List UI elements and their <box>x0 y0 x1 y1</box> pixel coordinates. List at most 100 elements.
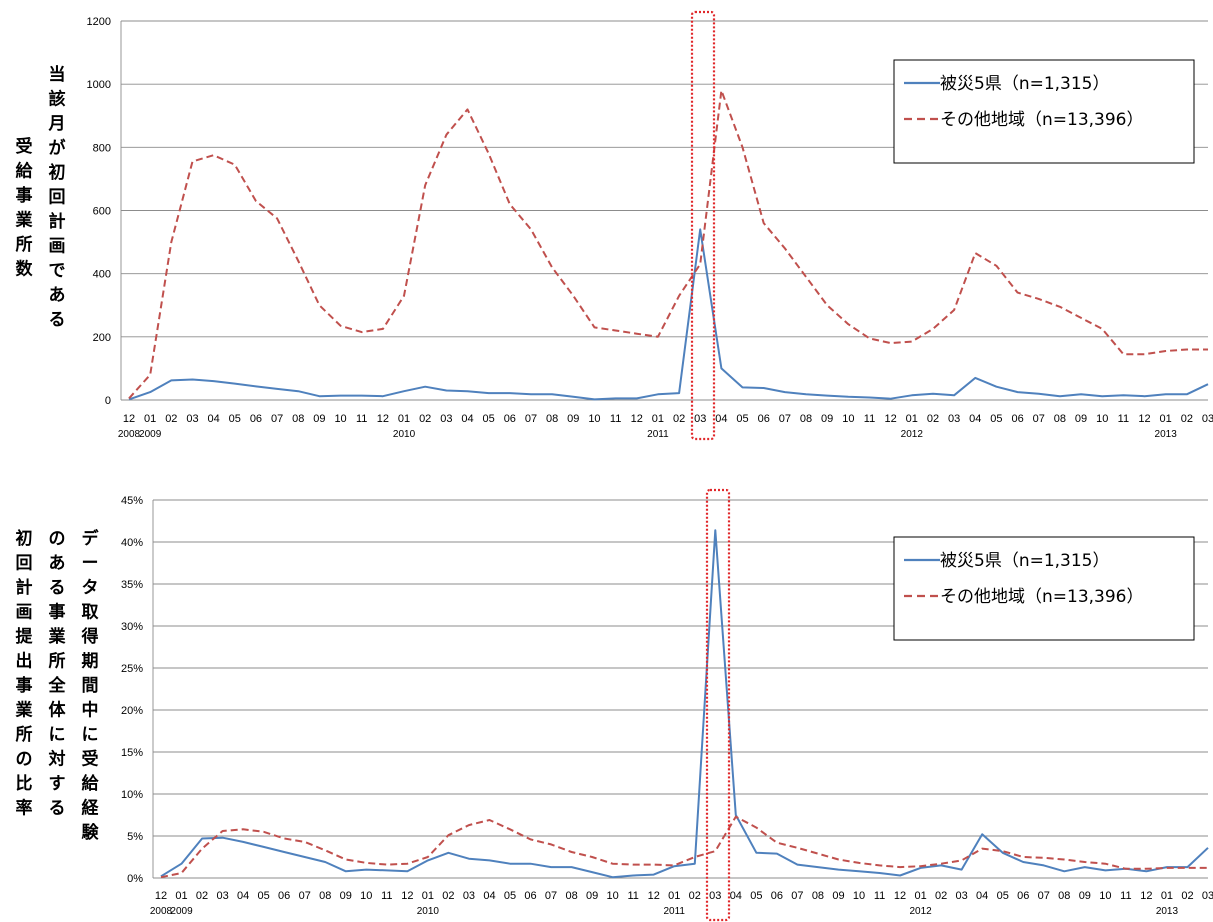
legend: 被災5県（n=1,315） その他地域（n=13,396） <box>893 536 1195 641</box>
year-label: 2011 <box>663 906 685 917</box>
y-tick-label: 15% <box>121 747 143 759</box>
series-line-other-regions <box>128 89 1208 400</box>
x-tick-label: 11 <box>864 413 875 425</box>
x-tick-label: 03 <box>463 890 475 902</box>
x-tick-label: 01 <box>175 890 187 902</box>
year-label: 2010 <box>393 429 416 440</box>
x-tick-label: 01 <box>1161 890 1173 902</box>
x-tick-label: 12 <box>885 413 897 425</box>
y-tick-label: 40% <box>121 537 143 549</box>
y-tick-label: 30% <box>121 621 143 633</box>
x-tick-label: 04 <box>976 890 988 902</box>
x-tick-label: 07 <box>791 890 803 902</box>
x-tick-label: 04 <box>461 413 473 425</box>
x-tick-label: 07 <box>525 413 537 425</box>
x-tick-label: 06 <box>1017 890 1029 902</box>
y-axis-ticks: 0% 5% 10% 15% 20% 25% 30% 35% 40% 45% <box>121 495 143 885</box>
x-tick-label: 12 <box>1140 890 1152 902</box>
x-tick-label: 12 <box>155 890 167 902</box>
year-label: 2008 <box>118 429 141 440</box>
y-axis-label-line: 初回計画提出事業所の比率 <box>16 528 34 819</box>
x-tick-label: 09 <box>586 890 598 902</box>
x-tick-label: 06 <box>524 890 536 902</box>
y-tick-label: 25% <box>121 663 143 675</box>
y-axis-label-line: データ取得期間中に受給経験 <box>81 528 100 843</box>
legend-label: 被災5県（n=1,315） <box>940 74 1110 94</box>
y-axis-label-line: 当該月が初回計画である <box>48 64 66 330</box>
x-tick-label: 04 <box>237 890 249 902</box>
x-tick-label: 05 <box>504 890 516 902</box>
x-tick-label: 12 <box>401 890 413 902</box>
x-tick-label: 08 <box>546 413 558 425</box>
x-tick-label: 09 <box>1079 890 1091 902</box>
x-tick-label: 05 <box>736 413 748 425</box>
x-tick-label: 07 <box>271 413 283 425</box>
x-tick-label: 10 <box>842 413 854 425</box>
x-tick-label: 09 <box>313 413 325 425</box>
x-tick-label: 02 <box>927 413 939 425</box>
y-tick-label: 20% <box>121 705 143 717</box>
x-tick-label: 11 <box>874 890 885 902</box>
y-tick-label: 5% <box>127 831 143 843</box>
x-tick-label: 03 <box>440 413 452 425</box>
x-tick-label: 10 <box>1096 413 1108 425</box>
x-tick-label: 06 <box>1011 413 1023 425</box>
x-tick-label: 11 <box>610 413 621 425</box>
y-axis-label-line: のある事業所全体に対する <box>48 529 67 819</box>
x-tick-label: 09 <box>821 413 833 425</box>
x-tick-label: 01 <box>398 413 410 425</box>
x-tick-label: 11 <box>356 413 367 425</box>
series-line-disaster-5-prefectures <box>160 529 1209 879</box>
legend-label: 被災5県（n=1,315） <box>940 551 1110 571</box>
x-tick-label: 01 <box>906 413 918 425</box>
x-tick-label: 12 <box>631 413 643 425</box>
x-tick-label: 05 <box>990 413 1002 425</box>
gridlines <box>121 20 1208 401</box>
x-tick-label: 08 <box>292 413 304 425</box>
x-tick-label: 09 <box>832 890 844 902</box>
x-tick-label: 11 <box>1120 890 1131 902</box>
x-tick-label: 08 <box>565 890 577 902</box>
x-tick-label: 02 <box>935 890 947 902</box>
x-tick-label: 02 <box>196 890 208 902</box>
x-tick-label: 05 <box>483 413 495 425</box>
x-tick-label: 07 <box>545 890 557 902</box>
x-tick-label: 02 <box>673 413 685 425</box>
x-tick-label: 02 <box>689 890 701 902</box>
x-tick-label: 03 <box>948 413 960 425</box>
y-axis-label-line: 受給事業所数 <box>16 136 34 280</box>
x-tick-label: 04 <box>715 413 727 425</box>
chart-first-plan-ratio: 0% 5% 10% 15% 20% 25% 30% 35% 40% 45% 12 01 02 03 04 05… <box>16 488 1213 922</box>
y-tick-label: 35% <box>121 579 143 591</box>
y-tick-label: 45% <box>121 495 143 507</box>
x-tick-label: 05 <box>750 890 762 902</box>
x-tick-label: 09 <box>1075 413 1087 425</box>
x-tick-label: 07 <box>779 413 791 425</box>
chart-monthly-first-plan-count: 0 200 400 600 800 1000 1200 12 01 02 03 04 05 06 07 08 0… <box>16 10 1213 441</box>
x-tick-label: 02 <box>165 413 177 425</box>
x-tick-label: 03 <box>216 890 228 902</box>
x-tick-label: 03 <box>1202 413 1213 425</box>
y-tick-label: 600 <box>93 206 111 218</box>
x-tick-label: 12 <box>1138 413 1150 425</box>
series-line-disaster-5-prefectures <box>128 228 1209 401</box>
x-tick-label: 04 <box>208 413 220 425</box>
highlight-box-2011-03 <box>690 10 716 441</box>
x-tick-label: 12 <box>123 413 135 425</box>
y-tick-label: 400 <box>93 269 111 281</box>
x-tick-label: 11 <box>1118 413 1129 425</box>
y-tick-label: 1200 <box>87 16 111 28</box>
legend-label: その他地域（n=13,396） <box>940 110 1144 130</box>
x-tick-label: 12 <box>894 890 906 902</box>
x-tick-label: 06 <box>504 413 516 425</box>
x-tick-label: 10 <box>360 890 372 902</box>
x-tick-label: 11 <box>381 890 392 902</box>
x-tick-label: 02 <box>442 890 454 902</box>
x-tick-label: 04 <box>969 413 981 425</box>
x-tick-label: 08 <box>812 890 824 902</box>
x-tick-label: 03 <box>694 413 706 425</box>
y-tick-label: 1000 <box>87 79 111 91</box>
